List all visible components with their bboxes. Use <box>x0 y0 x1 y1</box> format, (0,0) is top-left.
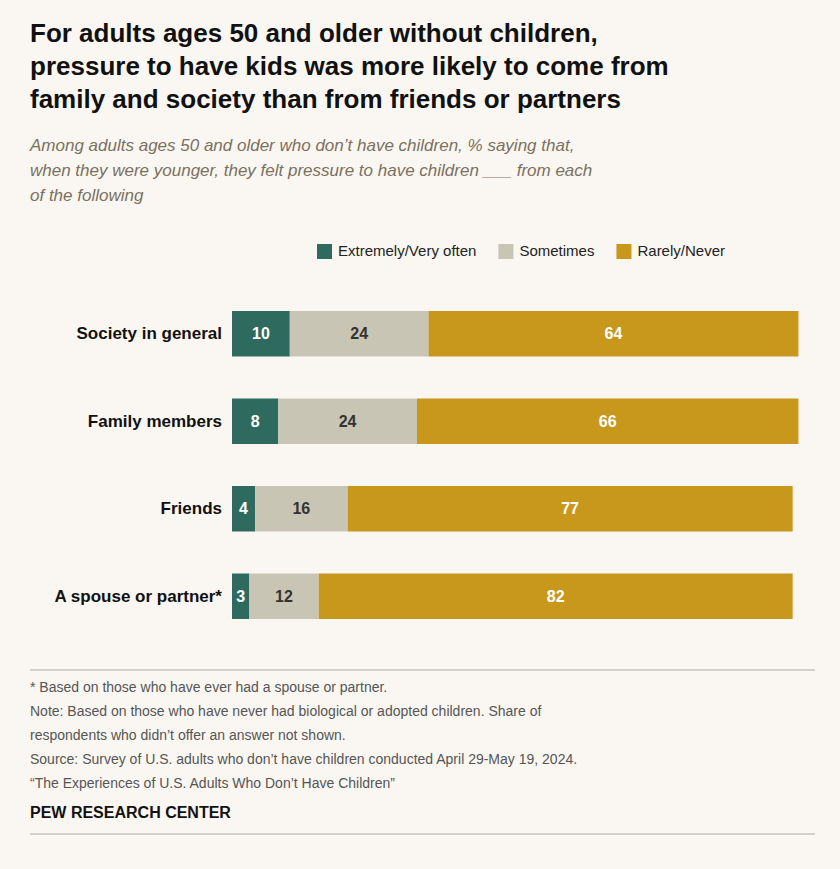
footnote: Note: Based on those who have never had … <box>30 703 541 719</box>
category-label: Society in general <box>77 324 223 343</box>
data-label: 12 <box>275 588 293 605</box>
footnote: * Based on those who have ever had a spo… <box>30 679 387 695</box>
legend-swatch <box>498 244 513 259</box>
data-label: 16 <box>292 500 310 517</box>
data-label: 3 <box>236 588 245 605</box>
legend-label: Sometimes <box>519 242 594 259</box>
subtitle: of the following <box>30 186 144 205</box>
legend-swatch <box>616 244 631 259</box>
category-label: Family members <box>88 412 222 431</box>
footnote: Source: Survey of U.S. adults who don’t … <box>30 751 577 767</box>
bars <box>232 311 798 619</box>
data-labels: 10 24 64 8 24 66 4 16 77 3 12 82 <box>236 325 622 605</box>
separator <box>30 834 815 835</box>
title: pressure to have kids was more likely to… <box>30 51 669 81</box>
data-label: 10 <box>252 325 270 342</box>
bar-segment <box>232 399 278 445</box>
bar-segment <box>249 574 318 620</box>
bar-segment <box>319 574 793 620</box>
legend-item: Rarely/Never <box>616 242 725 259</box>
data-label: 64 <box>605 325 623 342</box>
bar-segment <box>232 311 290 357</box>
data-label: 24 <box>339 413 357 430</box>
data-label: 66 <box>599 413 617 430</box>
title: family and society than from friends or … <box>30 84 621 114</box>
legend-label: Rarely/Never <box>637 242 725 259</box>
data-label: 82 <box>547 588 565 605</box>
data-label: 4 <box>239 500 248 517</box>
legend-swatch <box>317 244 332 259</box>
data-label: 24 <box>350 325 368 342</box>
bar-segment <box>232 486 255 532</box>
bar-segment <box>429 311 799 357</box>
source-label: PEW RESEARCH CENTER <box>30 804 231 821</box>
subtitle: Among adults ages 50 and older who don’t… <box>29 136 574 155</box>
legend-label: Extremely/Very often <box>338 242 476 259</box>
data-label: 77 <box>561 500 579 517</box>
category-labels: Society in general Family members Friends A… <box>54 324 222 606</box>
bar-segment <box>255 486 347 532</box>
title: For adults ages 50 and older without chi… <box>30 18 598 48</box>
bar-segment <box>290 311 429 357</box>
chart: For adults ages 50 and older without chi… <box>0 0 840 869</box>
data-label: 8 <box>251 413 260 430</box>
legend: Extremely/Very often Sometimes Rarely/Neve… <box>317 242 725 259</box>
category-label: A spouse or partner* <box>54 587 222 606</box>
subtitle: when they were younger, they felt pressu… <box>30 161 592 180</box>
bar-segment <box>417 399 798 445</box>
bar-segment <box>348 486 793 532</box>
category-label: Friends <box>161 499 222 518</box>
footnote: “The Experiences of U.S. Adults Who Don’… <box>30 775 395 791</box>
separator <box>30 670 815 671</box>
legend-item: Sometimes <box>498 242 594 259</box>
bar-segment <box>232 574 249 620</box>
legend-item: Extremely/Very often <box>317 242 476 259</box>
bar-segment <box>278 399 417 445</box>
footnote: respondents who didn’t offer an answer n… <box>30 727 346 743</box>
